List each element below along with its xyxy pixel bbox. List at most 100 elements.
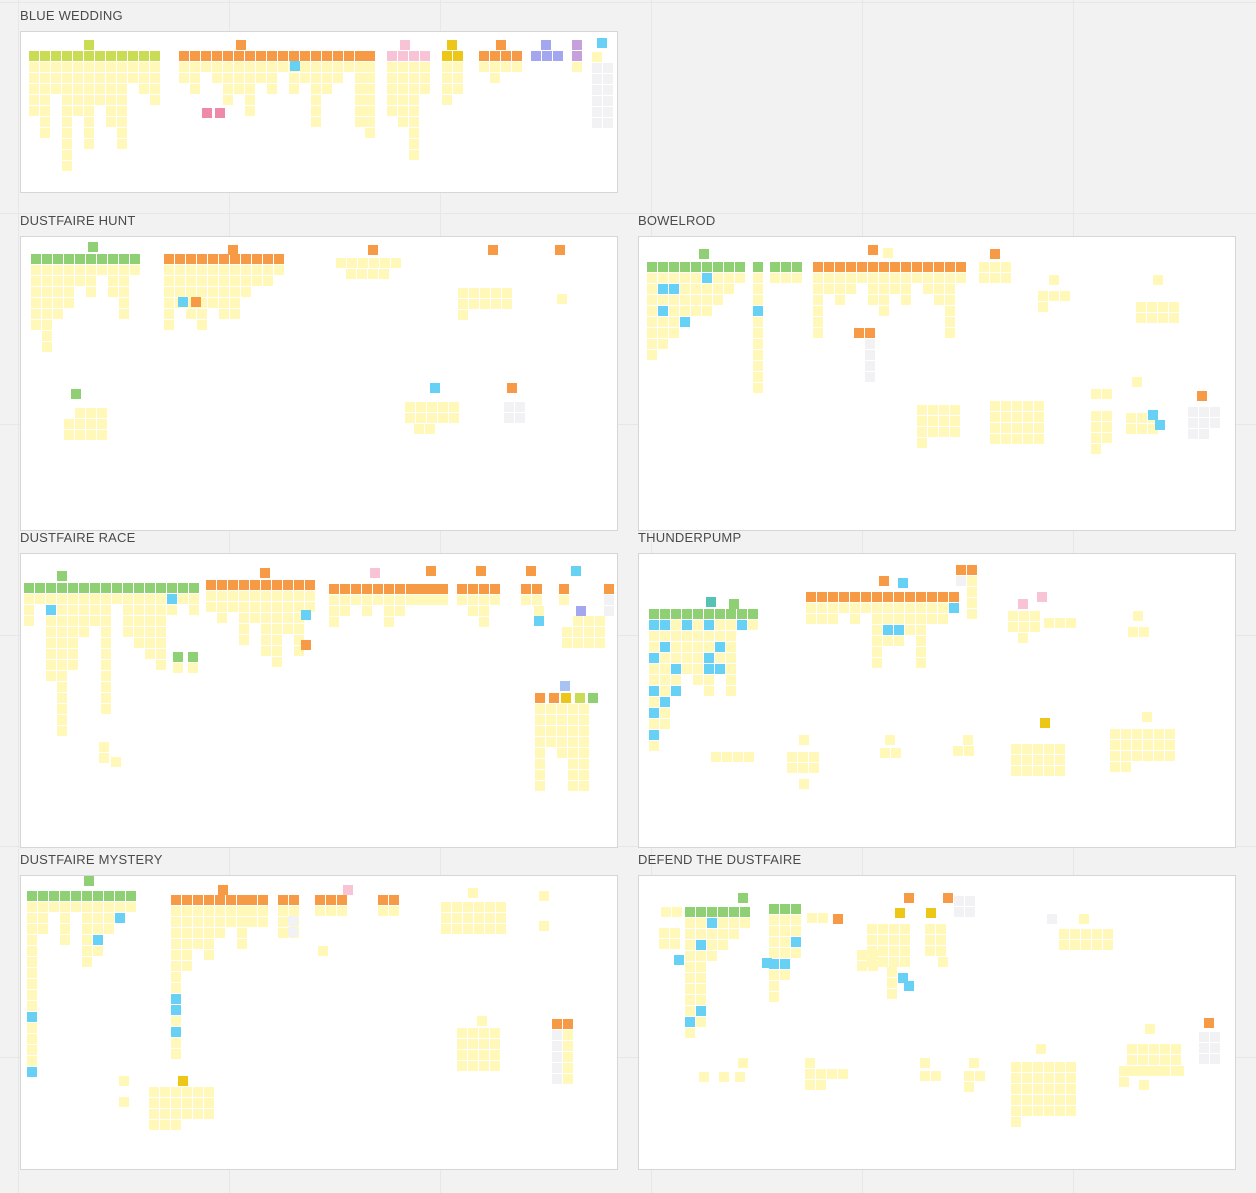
sticky-note[interactable]	[57, 726, 67, 736]
sticky-note[interactable]	[1034, 412, 1044, 422]
sticky-note[interactable]	[704, 675, 714, 685]
sticky-note[interactable]	[1110, 762, 1120, 772]
sticky-note[interactable]	[46, 616, 56, 626]
sticky-note[interactable]	[647, 339, 657, 349]
sticky-note[interactable]	[64, 287, 74, 297]
sticky-note-header[interactable]	[175, 254, 185, 264]
sticky-note[interactable]	[86, 287, 96, 297]
sticky-note-blue[interactable]	[290, 61, 300, 71]
sticky-note[interactable]	[145, 605, 155, 615]
sticky-note[interactable]	[806, 614, 816, 624]
sticky-note[interactable]	[1132, 740, 1142, 750]
sticky-note[interactable]	[75, 430, 85, 440]
sticky-note[interactable]	[1148, 424, 1158, 434]
sticky-note-yellow[interactable]	[885, 735, 895, 745]
sticky-note[interactable]	[380, 258, 390, 268]
sticky-note[interactable]	[1001, 412, 1011, 422]
sticky-note[interactable]	[62, 117, 72, 127]
sticky-note[interactable]	[57, 682, 67, 692]
sticky-note[interactable]	[905, 603, 915, 613]
sticky-note[interactable]	[234, 73, 244, 83]
sticky-note[interactable]	[883, 625, 893, 635]
sticky-note[interactable]	[387, 73, 397, 83]
sticky-note[interactable]	[702, 306, 712, 316]
sticky-note[interactable]	[572, 62, 582, 72]
sticky-note[interactable]	[182, 906, 192, 916]
sticky-note[interactable]	[31, 265, 41, 275]
sticky-note-header[interactable]	[256, 51, 266, 61]
sticky-note[interactable]	[713, 284, 723, 294]
sticky-note[interactable]	[707, 918, 717, 928]
sticky-note-white[interactable]	[288, 927, 298, 937]
sticky-note-pink[interactable]	[1018, 599, 1028, 609]
sticky-note[interactable]	[115, 913, 125, 923]
sticky-note[interactable]	[101, 638, 111, 648]
sticky-note-header[interactable]	[956, 262, 966, 272]
sticky-note[interactable]	[409, 128, 419, 138]
sticky-note-header[interactable]	[568, 704, 578, 714]
sticky-note[interactable]	[395, 595, 405, 605]
frame-bowelrod[interactable]	[638, 236, 1236, 531]
sticky-note[interactable]	[704, 664, 714, 674]
sticky-note[interactable]	[920, 1071, 930, 1081]
sticky-note[interactable]	[82, 913, 92, 923]
sticky-note-orange[interactable]	[865, 328, 875, 338]
sticky-note[interactable]	[86, 408, 96, 418]
sticky-note[interactable]	[278, 917, 288, 927]
sticky-note[interactable]	[57, 704, 67, 714]
sticky-note-green[interactable]	[173, 652, 183, 662]
sticky-note-header[interactable]	[927, 592, 937, 602]
sticky-note[interactable]	[82, 946, 92, 956]
sticky-note[interactable]	[344, 62, 354, 72]
sticky-note[interactable]	[42, 265, 52, 275]
sticky-note-header[interactable]	[267, 51, 277, 61]
sticky-note[interactable]	[228, 602, 238, 612]
sticky-note[interactable]	[1143, 729, 1153, 739]
sticky-note[interactable]	[86, 430, 96, 440]
sticky-note[interactable]	[1044, 1084, 1054, 1094]
sticky-note-header[interactable]	[409, 51, 419, 61]
sticky-note[interactable]	[502, 288, 512, 298]
sticky-note-header[interactable]	[234, 51, 244, 61]
sticky-note-header[interactable]	[90, 583, 100, 593]
sticky-note[interactable]	[228, 591, 238, 601]
sticky-note[interactable]	[49, 902, 59, 912]
sticky-note[interactable]	[469, 288, 479, 298]
sticky-note[interactable]	[171, 917, 181, 927]
sticky-note-gold[interactable]	[926, 908, 936, 918]
sticky-note[interactable]	[40, 73, 50, 83]
sticky-note-header[interactable]	[453, 51, 463, 61]
sticky-note-header[interactable]	[252, 254, 262, 264]
sticky-note[interactable]	[1011, 1106, 1021, 1116]
sticky-note[interactable]	[691, 284, 701, 294]
sticky-note-header[interactable]	[532, 584, 542, 594]
sticky-note[interactable]	[156, 594, 166, 604]
sticky-note[interactable]	[753, 350, 763, 360]
frame-title-dustfaire-mystery[interactable]: DUSTFAIRE MYSTERY	[20, 852, 163, 867]
sticky-note[interactable]	[40, 106, 50, 116]
sticky-note-header[interactable]	[740, 907, 750, 917]
sticky-note[interactable]	[217, 613, 227, 623]
sticky-note[interactable]	[97, 430, 107, 440]
sticky-note-header[interactable]	[263, 254, 273, 264]
sticky-note[interactable]	[953, 746, 963, 756]
sticky-note[interactable]	[234, 62, 244, 72]
sticky-note[interactable]	[145, 616, 155, 626]
sticky-note[interactable]	[671, 675, 681, 685]
sticky-note[interactable]	[769, 915, 779, 925]
sticky-note[interactable]	[945, 317, 955, 327]
sticky-note[interactable]	[883, 603, 893, 613]
sticky-note[interactable]	[592, 52, 602, 62]
sticky-note[interactable]	[557, 737, 567, 747]
sticky-note-header[interactable]	[669, 262, 679, 272]
sticky-note[interactable]	[595, 616, 605, 626]
sticky-note[interactable]	[365, 73, 375, 83]
sticky-note[interactable]	[38, 913, 48, 923]
sticky-note[interactable]	[780, 959, 790, 969]
sticky-note[interactable]	[568, 715, 578, 725]
sticky-note[interactable]	[204, 950, 214, 960]
sticky-note[interactable]	[237, 939, 247, 949]
sticky-note[interactable]	[770, 273, 780, 283]
sticky-note[interactable]	[186, 309, 196, 319]
sticky-note[interactable]	[40, 62, 50, 72]
